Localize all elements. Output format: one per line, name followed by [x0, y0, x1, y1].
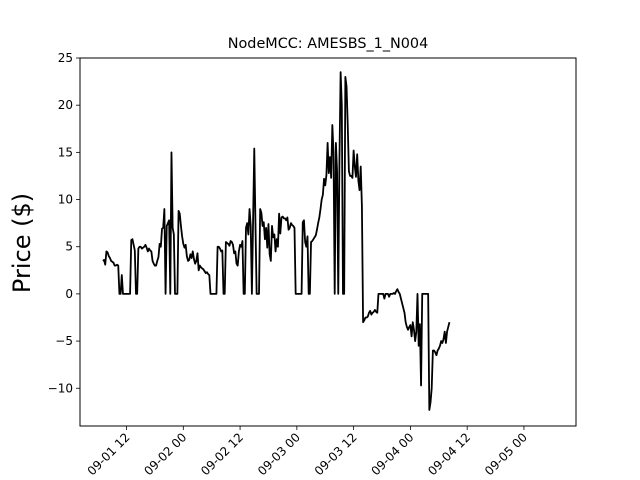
plot-area — [102, 71, 451, 411]
y-tick-label: 20 — [58, 98, 73, 112]
y-axis-ticks: 25 20 15 10 5 0 −5 −10 — [48, 51, 80, 395]
y-tick-label: −10 — [48, 381, 73, 395]
y-tick-label: 0 — [65, 287, 73, 301]
price-series-line — [102, 71, 451, 411]
chart-title: NodeMCC: AMESBS_1_N004 — [228, 36, 429, 52]
y-tick-label: 25 — [58, 51, 73, 65]
y-axis-label: Price ($) — [8, 193, 36, 293]
plot-frame — [79, 57, 577, 427]
y-tick-label: −5 — [55, 334, 73, 348]
y-tick-label: 15 — [58, 145, 73, 159]
y-tick-label: 10 — [58, 193, 73, 207]
y-tick-label: 5 — [65, 240, 73, 254]
